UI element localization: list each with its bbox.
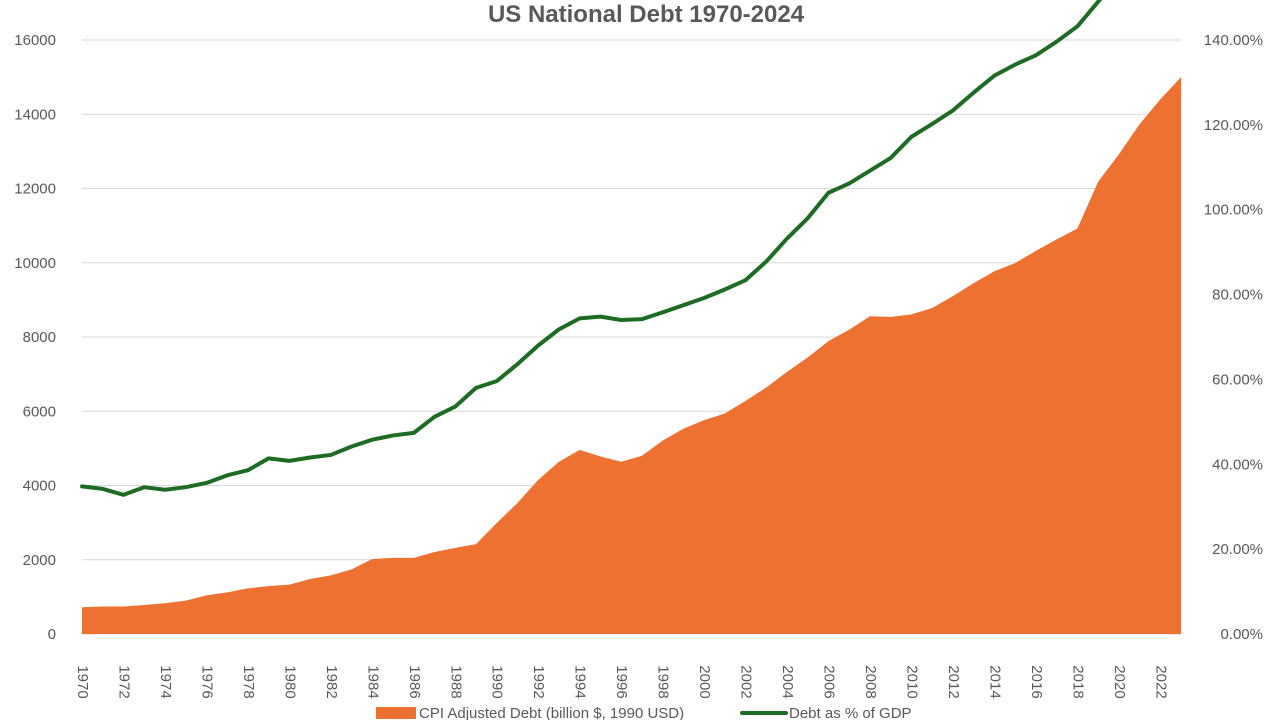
right-y-tick-label: 0.00% — [1220, 626, 1263, 643]
x-tick-label: 1972 — [116, 665, 133, 698]
x-tick-label: 2020 — [1111, 665, 1128, 698]
debt-area-series — [82, 77, 1181, 634]
debt-gdp-line-series — [80, 0, 1103, 497]
right-y-tick-label: 20.00% — [1212, 541, 1263, 558]
left-y-tick-label: 4000 — [23, 478, 56, 495]
x-tick-label: 1980 — [281, 665, 298, 698]
x-tick-label: 2008 — [862, 665, 879, 698]
legend-label-debt-gdp: Debt as % of GDP — [789, 705, 912, 720]
chart-title: US National Debt 1970-2024 — [488, 1, 805, 28]
x-tick-label: 1982 — [323, 665, 340, 698]
x-tick-label: 1976 — [198, 665, 215, 698]
legend-swatch-debt-area — [376, 707, 416, 719]
x-tick-label: 2014 — [986, 665, 1003, 698]
left-y-tick-label: 8000 — [23, 329, 56, 346]
x-tick-label: 2022 — [1152, 665, 1169, 698]
x-tick-label: 2012 — [945, 665, 962, 698]
x-tick-label: 2010 — [903, 665, 920, 698]
x-tick-label: 1998 — [655, 665, 672, 698]
legend-label-debt-area: CPI Adjusted Debt (billion $, 1990 USD) — [419, 705, 684, 720]
right-y-tick-label: 100.00% — [1204, 202, 1263, 219]
right-y-tick-label: 120.00% — [1204, 117, 1263, 134]
left-y-tick-label: 10000 — [14, 255, 56, 272]
x-tick-label: 1996 — [613, 665, 630, 698]
left-y-tick-label: 0 — [48, 626, 56, 643]
debt-area — [82, 77, 1181, 634]
x-tick-label: 2006 — [821, 665, 838, 698]
x-tick-label: 1988 — [447, 665, 464, 698]
x-tick-label: 1974 — [157, 665, 174, 698]
legend: CPI Adjusted Debt (billion $, 1990 USD) D… — [376, 705, 912, 720]
right-y-tick-label: 80.00% — [1212, 287, 1263, 304]
right-y-tick-label: 60.00% — [1212, 371, 1263, 388]
left-y-tick-label: 14000 — [14, 106, 56, 123]
x-tick-label: 1970 — [74, 665, 91, 698]
x-tick-label: 1984 — [364, 665, 381, 698]
x-tick-label: 1990 — [489, 665, 506, 698]
x-axis: 1970 1972 1974 1976 1978 1980 1982 1984 1986 1988… — [74, 665, 1169, 698]
left-y-axis: 0 2000 4000 6000 8000 10000 12000 14000 16000 — [14, 32, 56, 643]
x-tick-label: 1986 — [406, 665, 423, 698]
x-tick-label: 1978 — [240, 665, 257, 698]
x-tick-label: 2000 — [696, 665, 713, 698]
x-tick-label: 1994 — [572, 665, 589, 698]
left-y-tick-label: 16000 — [14, 32, 56, 49]
left-y-tick-label: 2000 — [23, 552, 56, 569]
left-y-tick-label: 12000 — [14, 181, 56, 198]
right-y-tick-label: 40.00% — [1212, 456, 1263, 473]
right-y-axis: 0.00% 20.00% 40.00% 60.00% 80.00% 100.00% 120.… — [1204, 32, 1263, 643]
x-tick-label: 2002 — [738, 665, 755, 698]
x-tick-label: 2018 — [1069, 665, 1086, 698]
x-tick-label: 2016 — [1028, 665, 1045, 698]
left-y-tick-label: 6000 — [23, 403, 56, 420]
right-y-tick-label: 140.00% — [1204, 32, 1263, 49]
debt-gdp-line — [80, 0, 1103, 497]
x-tick-label: 1992 — [530, 665, 547, 698]
x-tick-label: 2004 — [779, 665, 796, 698]
